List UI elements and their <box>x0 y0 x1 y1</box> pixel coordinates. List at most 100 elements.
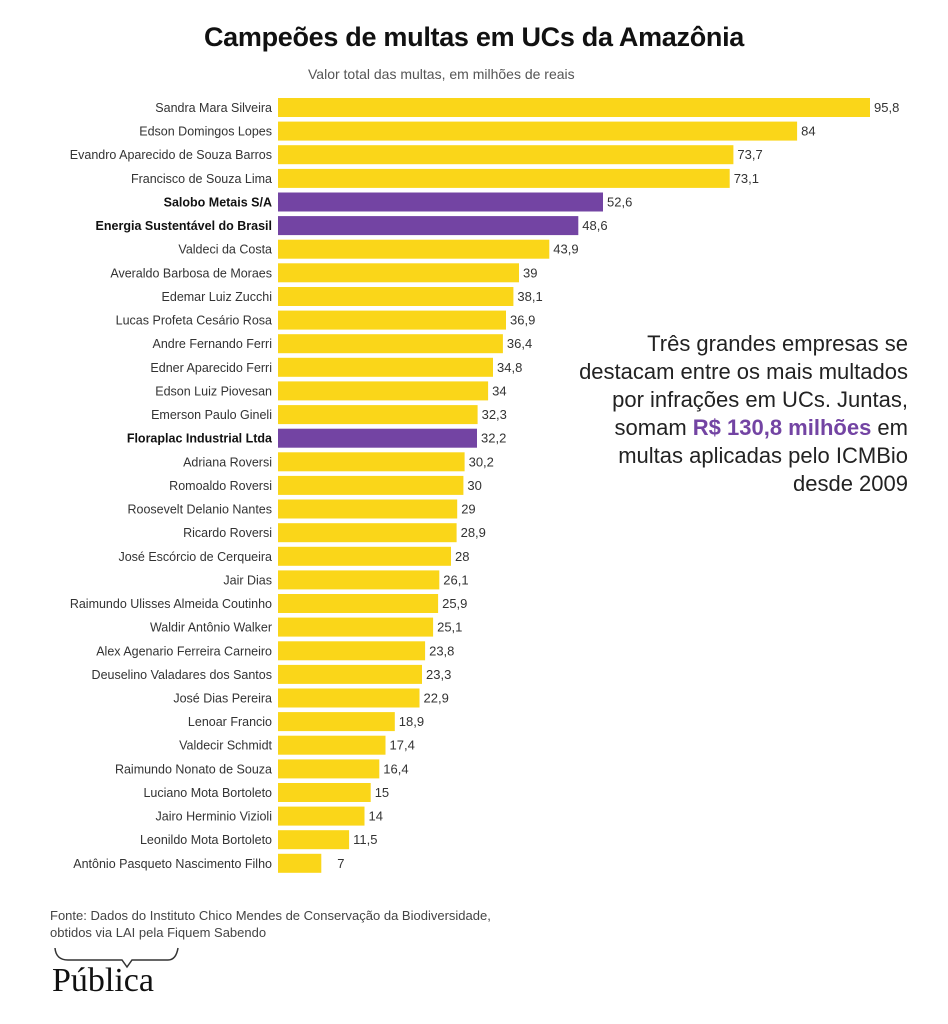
category-label: Jair Dias <box>223 573 272 587</box>
bar <box>278 357 493 377</box>
bar <box>278 783 371 802</box>
bar-chart: Sandra Mara Silveira 95,8 Edson Domingos L… <box>70 98 899 873</box>
value-label: 36,4 <box>507 336 532 351</box>
annotation-text: Três grandes empresas se destacam entre … <box>578 330 908 498</box>
bar <box>278 192 603 212</box>
value-label: 23,3 <box>426 667 451 682</box>
value-label: 23,8 <box>429 643 454 658</box>
category-label: Luciano Mota Bortoleto <box>143 786 272 800</box>
value-label: 22,9 <box>424 691 449 706</box>
annotation-highlight: R$ 130,8 milhões <box>692 415 872 440</box>
value-label: 7 <box>337 856 344 871</box>
bar <box>278 759 380 779</box>
bar <box>278 853 322 873</box>
value-label: 18,9 <box>399 714 424 729</box>
category-label: Averaldo Barbosa de Moraes <box>110 266 272 280</box>
value-label: 73,1 <box>734 171 759 186</box>
category-label: Deuselino Valadares dos Santos <box>92 668 272 682</box>
value-label: 73,7 <box>737 147 762 162</box>
value-label: 36,9 <box>510 313 535 328</box>
source-note: Fonte: Dados do Instituto Chico Mendes d… <box>50 908 491 940</box>
bar <box>278 830 350 850</box>
value-label: 15 <box>375 785 389 800</box>
category-label: Raimundo Ulisses Almeida Coutinho <box>70 597 272 611</box>
annotation-text-after: em multas aplicadas pelo ICMBio desde 20… <box>618 415 908 496</box>
category-label: Adriana Roversi <box>183 455 272 469</box>
value-label: 28,9 <box>461 525 486 540</box>
category-label: Romoaldo Roversi <box>169 479 272 493</box>
value-label: 11,5 <box>353 832 377 847</box>
value-label: 95,8 <box>874 100 899 115</box>
value-label: 48,6 <box>582 218 607 233</box>
bar <box>278 381 489 401</box>
bar <box>278 168 730 188</box>
category-label: Valdecir Schmidt <box>179 739 272 753</box>
value-label: 32,3 <box>482 407 507 422</box>
value-label: 30 <box>467 478 481 493</box>
category-label: Edson Domingos Lopes <box>139 125 272 139</box>
category-label: Waldir Antônio Walker <box>150 621 272 635</box>
publica-logo-bracket-icon <box>54 947 179 969</box>
category-label: Edner Aparecido Ferri <box>150 361 272 375</box>
value-label: 52,6 <box>607 195 632 210</box>
bar <box>278 310 506 330</box>
category-label: Lucas Profeta Cesário Rosa <box>116 314 272 328</box>
value-label: 29 <box>461 502 475 517</box>
category-label: Valdeci da Costa <box>178 243 272 257</box>
bar <box>278 145 734 165</box>
value-label: 25,9 <box>442 596 467 611</box>
category-label: Francisco de Souza Lima <box>131 172 272 186</box>
value-label: 28 <box>455 549 469 564</box>
bar <box>278 546 451 566</box>
bar <box>278 735 386 755</box>
value-label: 43,9 <box>553 242 578 257</box>
bar <box>278 475 464 495</box>
bar <box>278 641 426 661</box>
chart-subtitle: Valor total das multas, em milhões de re… <box>308 66 575 82</box>
value-label: 32,2 <box>481 431 506 446</box>
bar <box>278 523 457 543</box>
value-label: 34 <box>492 383 506 398</box>
category-label: Salobo Metais S/A <box>164 196 272 210</box>
category-label: Lenoar Francio <box>188 715 272 729</box>
category-label: Evandro Aparecido de Souza Barros <box>70 148 272 162</box>
bar <box>278 688 420 708</box>
bar <box>278 239 550 259</box>
value-label: 84 <box>801 124 815 139</box>
publica-logo: Pública <box>52 962 154 999</box>
bar <box>278 712 395 732</box>
value-label: 38,1 <box>517 289 542 304</box>
value-label: 14 <box>369 809 383 824</box>
bar <box>278 405 478 425</box>
category-label: Antônio Pasqueto Nascimento Filho <box>73 857 272 871</box>
category-label: Sandra Mara Silveira <box>155 101 272 115</box>
category-label: José Escórcio de Cerqueira <box>118 550 272 564</box>
bar <box>278 428 477 448</box>
category-label: Edson Luiz Piovesan <box>155 384 272 398</box>
chart-title: Campeões de multas em UCs da Amazônia <box>203 22 745 52</box>
bar <box>278 287 514 306</box>
category-label: Andre Fernando Ferri <box>152 337 272 351</box>
bar <box>278 121 798 141</box>
category-label: Ricardo Roversi <box>183 526 272 540</box>
value-label: 25,1 <box>437 620 462 635</box>
value-label: 34,8 <box>497 360 522 375</box>
bar <box>278 263 519 283</box>
bar <box>278 570 440 590</box>
bar <box>278 98 870 117</box>
value-label: 16,4 <box>383 761 408 776</box>
bar <box>278 499 458 519</box>
category-label: Jairo Herminio Vizioli <box>156 810 272 824</box>
value-label: 30,2 <box>469 454 494 469</box>
bar <box>278 664 422 684</box>
bar <box>278 216 579 236</box>
value-label: 26,1 <box>443 572 468 587</box>
bar <box>278 617 434 637</box>
bar <box>278 334 503 354</box>
category-label: Floraplac Industrial Ltda <box>127 432 273 446</box>
category-label: Leonildo Mota Bortoleto <box>140 833 272 847</box>
category-label: Alex Agenario Ferreira Carneiro <box>96 644 272 658</box>
category-label: Raimundo Nonato de Souza <box>115 762 272 776</box>
category-label: Roosevelt Delanio Nantes <box>127 503 272 517</box>
bar <box>278 806 365 826</box>
